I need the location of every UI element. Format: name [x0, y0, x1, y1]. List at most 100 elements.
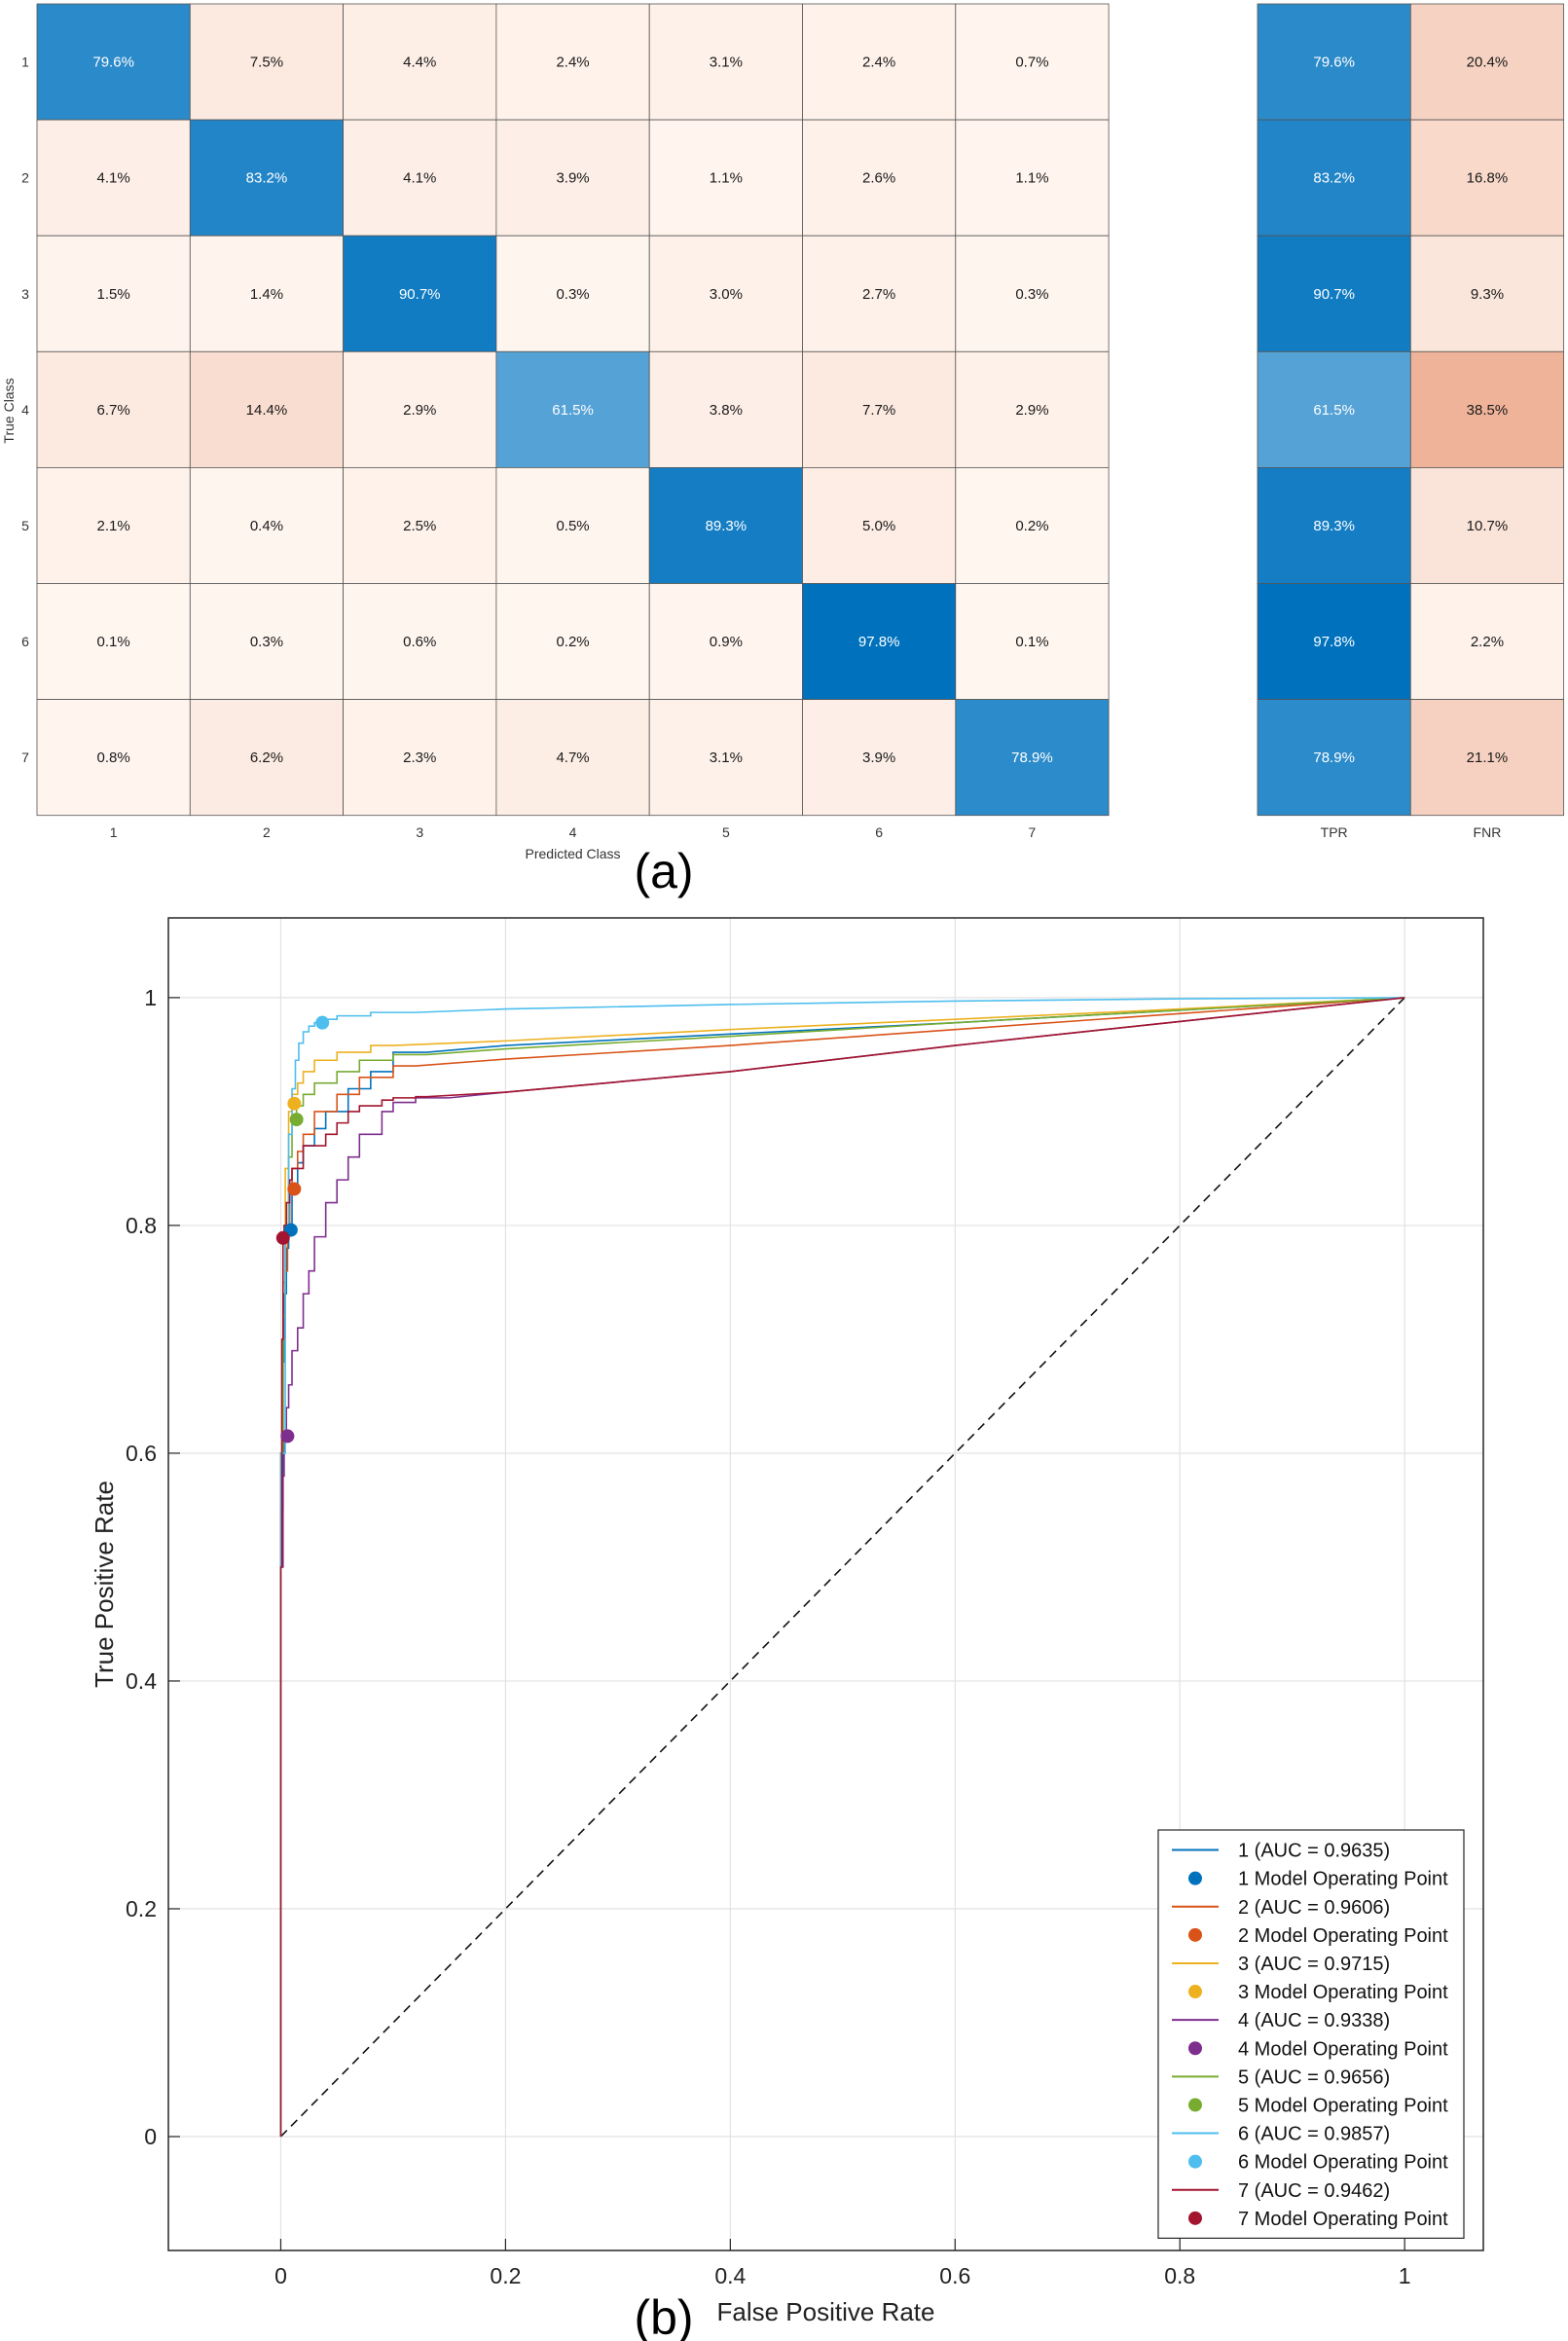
cm-cell [802, 466, 957, 584]
roc-series-6 [279, 997, 1405, 2137]
x-tick-label: 0.8 [1164, 2263, 1195, 2288]
cm-cell [955, 235, 1110, 352]
x-tick-label: 0.4 [714, 2263, 746, 2288]
x-tick-label: 1 [1399, 2263, 1411, 2288]
legend-entry-point: 6 Model Operating Point [1238, 2152, 1448, 2174]
cm-cell [648, 583, 803, 700]
cm-cell [802, 235, 957, 352]
cm-cell-value: 79.6% [92, 55, 134, 71]
cm-cell-value: 4.4% [403, 55, 436, 71]
cm-col-tick: 5 [722, 824, 730, 840]
cm-cell [955, 466, 1110, 584]
summary-cell [1409, 699, 1565, 817]
cm-cell [802, 119, 957, 237]
y-tick-label: 0.2 [126, 1896, 157, 1921]
cm-cell [36, 119, 191, 237]
operating-point-4 [280, 1429, 295, 1444]
operating-point-5 [289, 1113, 304, 1127]
cm-cell [495, 350, 650, 468]
summary-cell [1257, 3, 1411, 121]
summary-cell-value: 21.1% [1467, 750, 1509, 766]
cm-col-tick: 1 [110, 824, 118, 840]
cm-cell-value: 4.7% [556, 750, 589, 766]
cm-cell-value: 0.7% [1015, 55, 1048, 71]
cm-cell-value: 4.1% [97, 170, 130, 187]
summary-cell [1257, 235, 1411, 352]
cm-cell [955, 583, 1110, 700]
cm-col-tick: 4 [569, 824, 577, 840]
y-tick-label: 0 [144, 2124, 157, 2149]
cm-cell-value: 0.1% [1015, 634, 1048, 650]
summary-cell [1409, 235, 1565, 352]
cm-cell-value: 2.1% [97, 518, 130, 534]
cm-cell-value: 0.4% [250, 518, 283, 534]
cm-cell-value: 5.0% [862, 518, 895, 534]
cm-col-tick: 6 [875, 824, 883, 840]
y-tick-label: 0.8 [126, 1213, 157, 1238]
cm-cell [495, 699, 650, 817]
panel-a-label: (a) [634, 844, 693, 898]
cm-cell-value: 0.5% [556, 518, 589, 534]
operating-point-2 [287, 1182, 302, 1196]
cm-cell-value: 3.9% [556, 170, 589, 187]
cm-cell [648, 235, 803, 352]
legend-entry-curve: 5 (AUC = 0.9656) [1238, 2067, 1390, 2088]
cm-cell [343, 119, 497, 237]
cm-cell [802, 350, 957, 468]
cm-cell-value: 0.8% [97, 750, 130, 766]
cm-cell-value: 2.6% [862, 170, 895, 187]
cm-cell [955, 350, 1110, 468]
cm-cell-value: 0.6% [403, 634, 436, 650]
cm-cell-value: 3.1% [710, 55, 743, 71]
cm-y-axis-label: True Class [1, 378, 17, 443]
summary-cell-value: 97.8% [1313, 634, 1355, 650]
cm-row-tick: 2 [21, 170, 29, 186]
legend-marker-swatch [1188, 2098, 1202, 2112]
cm-cell-value: 0.2% [1015, 518, 1048, 534]
cm-cell-value: 2.9% [1015, 402, 1048, 419]
operating-point-6 [315, 1015, 330, 1030]
legend-marker-swatch [1188, 1871, 1202, 1885]
cm-cell-value: 2.3% [403, 750, 436, 766]
cm-cell [648, 699, 803, 817]
cm-cell [36, 235, 191, 352]
legend-entry-curve: 2 (AUC = 0.9606) [1238, 1897, 1390, 1919]
y-tick-label: 1 [144, 985, 157, 1010]
legend-entry-curve: 7 (AUC = 0.9462) [1238, 2180, 1390, 2202]
cm-row-tick: 7 [21, 750, 29, 765]
cm-row-tick: 1 [21, 55, 29, 70]
cm-cell-value: 61.5% [552, 402, 594, 419]
y-tick-label: 0.6 [126, 1441, 157, 1466]
summary-cell-value: 79.6% [1313, 55, 1355, 71]
legend-entry-point: 3 Model Operating Point [1238, 1982, 1448, 2003]
legend-entry-curve: 6 (AUC = 0.9857) [1238, 2124, 1390, 2145]
cm-cell-value: 2.9% [403, 402, 436, 419]
cm-cell-value: 0.3% [1015, 286, 1048, 303]
summary-col-tick: TPR [1321, 824, 1348, 840]
legend-marker-swatch [1188, 1985, 1202, 1999]
panel-b-label: (b) [634, 2290, 693, 2341]
cm-cell-value: 0.2% [556, 634, 589, 650]
cm-cell-value: 3.1% [710, 750, 743, 766]
cm-cell-value: 3.8% [710, 402, 743, 419]
cm-cell-value: 1.1% [710, 170, 743, 187]
summary-cell-value: 20.4% [1467, 55, 1509, 71]
summary-cell [1409, 466, 1565, 584]
legend-marker-swatch [1188, 2154, 1202, 2169]
cm-col-tick: 2 [263, 824, 271, 840]
roc-series-4 [279, 997, 1405, 2137]
summary-cell-value: 61.5% [1313, 402, 1355, 419]
operating-point-3 [287, 1096, 302, 1111]
summary-cell-value: 9.3% [1471, 286, 1504, 303]
summary-cell [1409, 583, 1565, 700]
legend-entry-point: 7 Model Operating Point [1238, 2209, 1448, 2230]
cm-cell [343, 583, 497, 700]
summary-cell-value: 83.2% [1313, 170, 1355, 187]
legend-entry-curve: 4 (AUC = 0.9338) [1238, 2010, 1390, 2031]
cm-cell-value: 2.4% [862, 55, 895, 71]
cm-cell-value: 2.5% [403, 518, 436, 534]
cm-cell [189, 583, 345, 700]
cm-cell [495, 583, 650, 700]
cm-cell-value: 2.7% [862, 286, 895, 303]
